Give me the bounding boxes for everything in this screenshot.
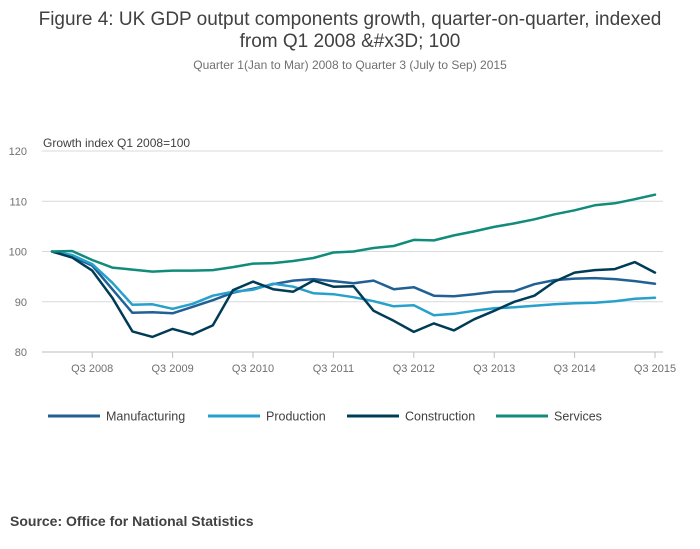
y-tick-label: 80 bbox=[15, 347, 27, 359]
x-tick-label: Q3 2009 bbox=[151, 363, 193, 375]
legend: Manufacturing Production Construction Servi… bbox=[48, 410, 602, 424]
x-tick-label: Q3 2014 bbox=[553, 363, 595, 375]
series-lines bbox=[50, 193, 657, 339]
y-axis-label: Growth index Q1 2008=100 bbox=[43, 136, 190, 150]
x-tick-label: Q3 2013 bbox=[473, 363, 515, 375]
y-tick-label: 90 bbox=[15, 297, 27, 309]
legend-label: Construction bbox=[405, 410, 475, 424]
y-tick-label: 100 bbox=[9, 247, 27, 259]
series-line-construction bbox=[50, 250, 657, 339]
legend-item-production[interactable]: Production bbox=[208, 410, 326, 424]
y-axis-ticks: 80 90 100 110 120 bbox=[9, 146, 27, 359]
legend-item-construction[interactable]: Construction bbox=[347, 410, 475, 424]
x-tick-label: Q3 2011 bbox=[313, 363, 354, 375]
legend-item-services[interactable]: Services bbox=[496, 410, 602, 424]
chart-title-line-1: Figure 4: UK GDP output components growt… bbox=[39, 9, 662, 30]
legend-label: Services bbox=[554, 410, 602, 424]
y-tick-label: 120 bbox=[9, 146, 27, 158]
y-tick-label: 110 bbox=[9, 196, 27, 208]
x-tick-label: Q3 2010 bbox=[232, 363, 274, 375]
series-line-services bbox=[50, 193, 657, 273]
x-tick-label: Q3 2008 bbox=[71, 363, 113, 375]
legend-label: Production bbox=[266, 410, 326, 424]
x-tick-label: Q3 2015 bbox=[634, 363, 676, 375]
series-line-production bbox=[50, 250, 657, 317]
chart-subtitle: Quarter 1(Jan to Mar) 2008 to Quarter 3 … bbox=[193, 58, 507, 72]
series-line-manufacturing bbox=[50, 250, 657, 315]
chart-title-line-2: from Q1 2008 &#x3D; 100 bbox=[240, 31, 461, 52]
x-tick-label: Q3 2012 bbox=[393, 363, 435, 375]
legend-item-manufacturing[interactable]: Manufacturing bbox=[48, 410, 185, 424]
x-axis-ticks: Q3 2008 Q3 2009 Q3 2010 Q3 2011 Q3 2012 Q3 20… bbox=[71, 352, 676, 375]
legend-label: Manufacturing bbox=[106, 410, 185, 424]
source-note: Source: Office for National Statistics bbox=[10, 513, 254, 529]
